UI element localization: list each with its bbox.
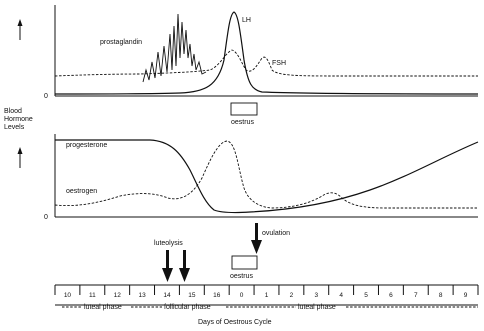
day-label: 6 [389, 292, 393, 299]
day-label: 9 [464, 292, 468, 299]
top-up-arrow-head-icon [17, 19, 23, 26]
top-oestrus-label: oestrus [231, 119, 254, 126]
day-ticks [54, 285, 479, 295]
bottom-oestrus-box [231, 255, 258, 270]
phases: luteal phase follicular phase luteal pha… [62, 304, 478, 311]
day-label: 12 [114, 292, 122, 299]
day-label: 16 [213, 292, 221, 299]
oestrogen-curve [54, 140, 478, 209]
day-label: 14 [163, 292, 171, 299]
fsh-curve [54, 49, 478, 77]
lh-label: LH [242, 17, 251, 24]
day-label: 4 [339, 292, 343, 299]
day-label: 7 [414, 292, 418, 299]
ovulation-arrow-head-icon [251, 240, 262, 254]
prostaglandin-label: prostaglandin [100, 39, 142, 46]
top-panel: 0 prostaglandin LH FSH oestrus [17, 5, 479, 126]
middle-panel: 0 progesterone oestrogen [17, 134, 479, 221]
luteolysis-label: luteolysis [154, 240, 183, 247]
phase-luteal-left: luteal phase [84, 304, 122, 311]
top-zero-label: 0 [44, 93, 48, 100]
middle-zero-label: 0 [44, 214, 48, 221]
day-label: 1 [265, 292, 269, 299]
day-label: 13 [138, 292, 146, 299]
day-label: 15 [188, 292, 196, 299]
bottom-oestrus-label: oestrus [230, 273, 253, 280]
ovulation-label: ovulation [262, 230, 290, 237]
top-oestrus-box [230, 102, 258, 116]
prostaglandin-curve [142, 13, 207, 83]
day-label: 5 [364, 292, 368, 299]
oestrogen-label: oestrogen [66, 188, 97, 195]
progesterone-label: progesterone [66, 142, 107, 149]
y-axis-label-line-3: Levels [4, 124, 25, 131]
lh-curve [54, 11, 479, 95]
day-label: 11 [89, 292, 96, 299]
y-axis-label-line-2: Hormone [4, 116, 33, 123]
luteolysis-arrow-2-head-icon [179, 268, 190, 282]
x-axis-title: Days of Oestrous Cycle [198, 319, 272, 326]
y-axis-label-line-1: Blood [4, 108, 22, 115]
day-label: 3 [314, 292, 318, 299]
day-label: 2 [290, 292, 294, 299]
day-labels: 10 11 12 13 14 15 16 0 1 2 3 4 5 6 7 8 9 [64, 292, 468, 299]
day-axis: 10 11 12 13 14 15 16 0 1 2 3 4 5 6 7 8 9 [54, 284, 479, 306]
middle-up-arrow-head-icon [17, 147, 23, 154]
day-label: 0 [240, 292, 244, 299]
phase-follicular: follicular phase [164, 304, 211, 311]
fsh-label: FSH [272, 60, 286, 67]
day-label: 8 [439, 292, 443, 299]
phase-luteal-right: luteal phase [298, 304, 336, 311]
ovulation-arrow-icon [255, 223, 258, 241]
luteolysis-arrow-1-head-icon [162, 268, 173, 282]
day-label: 10 [64, 292, 72, 299]
y-axis-label: Blood Hormone Levels [4, 108, 33, 131]
luteolysis-arrow-1-icon [166, 250, 169, 270]
luteolysis-arrow-2-icon [183, 250, 186, 270]
events: luteolysis ovulation oestrus [154, 223, 290, 282]
progesterone-curve [55, 139, 479, 214]
